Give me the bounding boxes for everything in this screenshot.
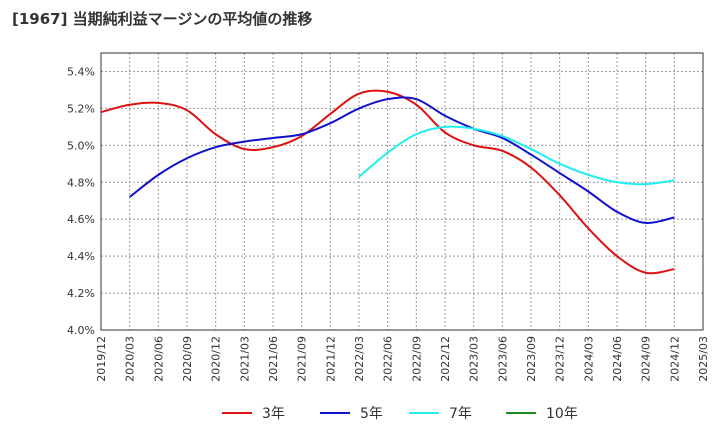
x-tick-label: 2022/03 (353, 336, 366, 382)
legend-label: 10年 (546, 406, 578, 422)
x-tick-label: 2020/03 (124, 336, 137, 382)
x-tick-label: 2024/12 (668, 336, 681, 382)
x-tick-label: 2023/06 (496, 336, 509, 382)
y-tick-label: 4.6% (67, 213, 95, 226)
x-tick-label: 2024/03 (582, 336, 595, 382)
y-tick-label: 5.2% (67, 102, 95, 115)
x-tick-label: 2025/03 (697, 336, 710, 382)
x-tick-label: 2020/12 (210, 336, 223, 382)
legend-label: 5年 (360, 406, 383, 422)
y-tick-label: 4.8% (67, 176, 95, 189)
plot-area (101, 53, 703, 330)
x-tick-label: 2021/12 (324, 336, 337, 382)
plot-frame (100, 52, 704, 331)
x-tick-label: 2022/09 (410, 336, 423, 382)
x-tick-label: 2019/12 (95, 336, 108, 382)
x-tick-label: 2021/06 (267, 336, 280, 382)
x-tick-label: 2020/06 (152, 336, 165, 382)
legend-label: 7年 (449, 406, 472, 422)
y-tick-label: 4.4% (67, 250, 95, 263)
y-tick-label: 4.0% (67, 324, 95, 337)
x-tick-label: 2023/09 (525, 336, 538, 382)
x-tick-label: 2022/06 (382, 336, 395, 382)
x-tick-label: 2022/12 (439, 336, 452, 382)
x-tick-label: 2020/09 (181, 336, 194, 382)
y-tick-label: 5.4% (67, 65, 95, 78)
y-tick-label: 5.0% (67, 139, 95, 152)
series-line (100, 89, 675, 275)
y-tick-label: 4.2% (67, 287, 95, 300)
x-tick-label: 2021/03 (238, 336, 251, 382)
x-tick-label: 2023/12 (554, 336, 567, 382)
x-tick-label: 2023/03 (468, 336, 481, 382)
series-line (129, 96, 675, 224)
series-line (358, 125, 675, 186)
x-tick-label: 2021/09 (296, 336, 309, 382)
legend-label: 3年 (262, 406, 285, 422)
x-tick-label: 2024/06 (611, 336, 624, 382)
chart-title: [1967] 当期純利益マージンの平均値の推移 (12, 10, 313, 28)
x-tick-label: 2024/09 (640, 336, 653, 382)
